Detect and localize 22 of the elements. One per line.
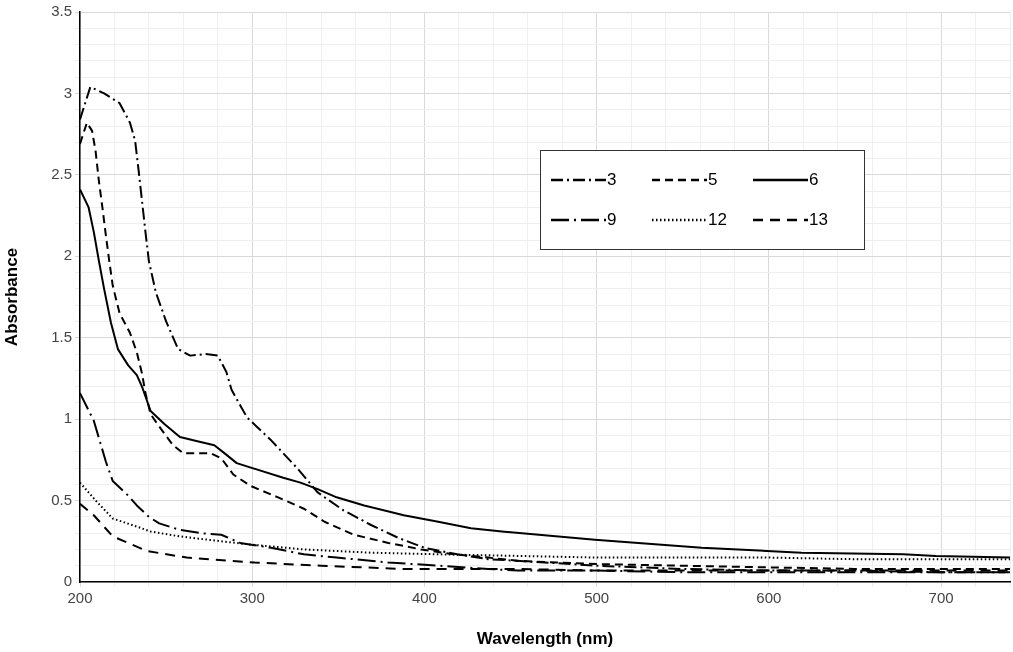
legend-label: 12 [708,209,727,230]
legend-label: 6 [809,170,819,191]
y-tick-label: 2.5 [51,165,72,182]
y-tick-label: 0 [63,572,72,590]
legend-label: 13 [809,209,828,230]
x-axis-title: Wavelength (nm) [476,629,614,649]
x-tick-label: 200 [67,589,93,607]
y-tick-label: 0.5 [51,490,72,508]
x-tick-label: 600 [756,589,782,607]
y-tick-label: 1 [63,409,72,427]
y-axis-title: Absorbance [1,247,21,347]
y-tick-label: 3 [63,83,72,101]
x-tick-label: 400 [411,589,437,607]
y-tick-label: 2 [63,246,72,264]
x-tick-label: 300 [239,589,265,607]
x-tick-label: 700 [928,589,954,607]
legend-label: 5 [708,170,718,191]
legend-label: 9 [607,209,617,230]
legend-label: 3 [607,170,617,191]
x-tick-label: 500 [584,589,610,607]
y-tick-label: 1.5 [51,327,72,345]
y-tick-label: 3.5 [51,2,72,20]
